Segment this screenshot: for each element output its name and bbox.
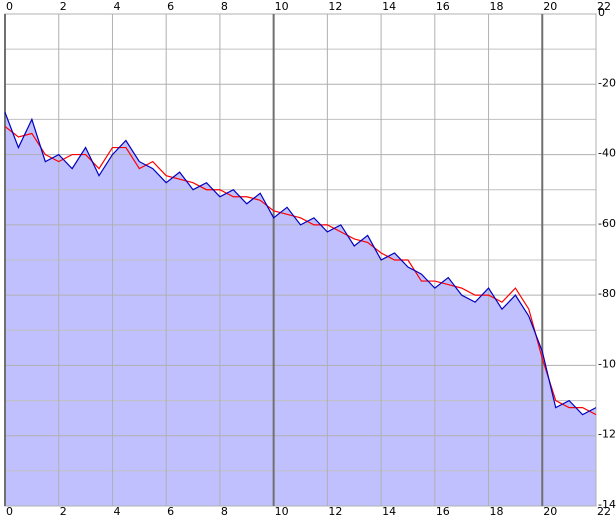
x-tick-label-bottom: 0: [6, 505, 13, 518]
spectrum-line: [4, 125, 597, 416]
y-tick-label: -20: [598, 76, 616, 89]
y-tick-label: -10: [598, 357, 616, 370]
y-tick-label: -12: [598, 428, 616, 441]
x-tick-label-top: 16: [436, 0, 450, 13]
x-tick-label-top: 22: [597, 0, 611, 13]
x-tick-label-bottom: 8: [221, 505, 228, 518]
y-tick-label: -60: [598, 217, 616, 230]
y-tick-label: -80: [598, 287, 616, 300]
x-tick-label-bottom: 10: [275, 505, 289, 518]
x-tick-label-bottom: 14: [382, 505, 396, 518]
x-tick-label-top: 8: [221, 0, 228, 13]
x-tick-label-bottom: 4: [113, 505, 120, 518]
x-tick-label-top: 18: [490, 0, 504, 13]
area: [5, 112, 596, 507]
x-tick-label-bottom: 20: [543, 505, 557, 518]
y-tick-label: -40: [598, 147, 616, 160]
x-tick-label-bottom: 12: [328, 505, 342, 518]
x-tick-label-top: 12: [328, 0, 342, 13]
x-tick-label-bottom: 6: [167, 505, 174, 518]
x-tick-label-bottom: 16: [436, 505, 450, 518]
y-tick-label: -14: [598, 498, 616, 511]
x-tick-label-top: 2: [60, 0, 67, 13]
x-tick-label-top: 6: [167, 0, 174, 13]
x-tick-label-top: 20: [543, 0, 557, 13]
x-tick-label-top: 4: [113, 0, 120, 13]
x-tick-label-top: 0: [6, 0, 13, 13]
y-tick-label: 0: [598, 6, 605, 19]
x-tick-label-top: 10: [275, 0, 289, 13]
x-tick-label-bottom: 18: [490, 505, 504, 518]
spectrum-line: [4, 112, 597, 416]
x-tick-label-top: 14: [382, 0, 396, 13]
x-tick-label-bottom: 2: [60, 505, 67, 518]
x-tick-label-bottom: 22: [597, 505, 611, 518]
